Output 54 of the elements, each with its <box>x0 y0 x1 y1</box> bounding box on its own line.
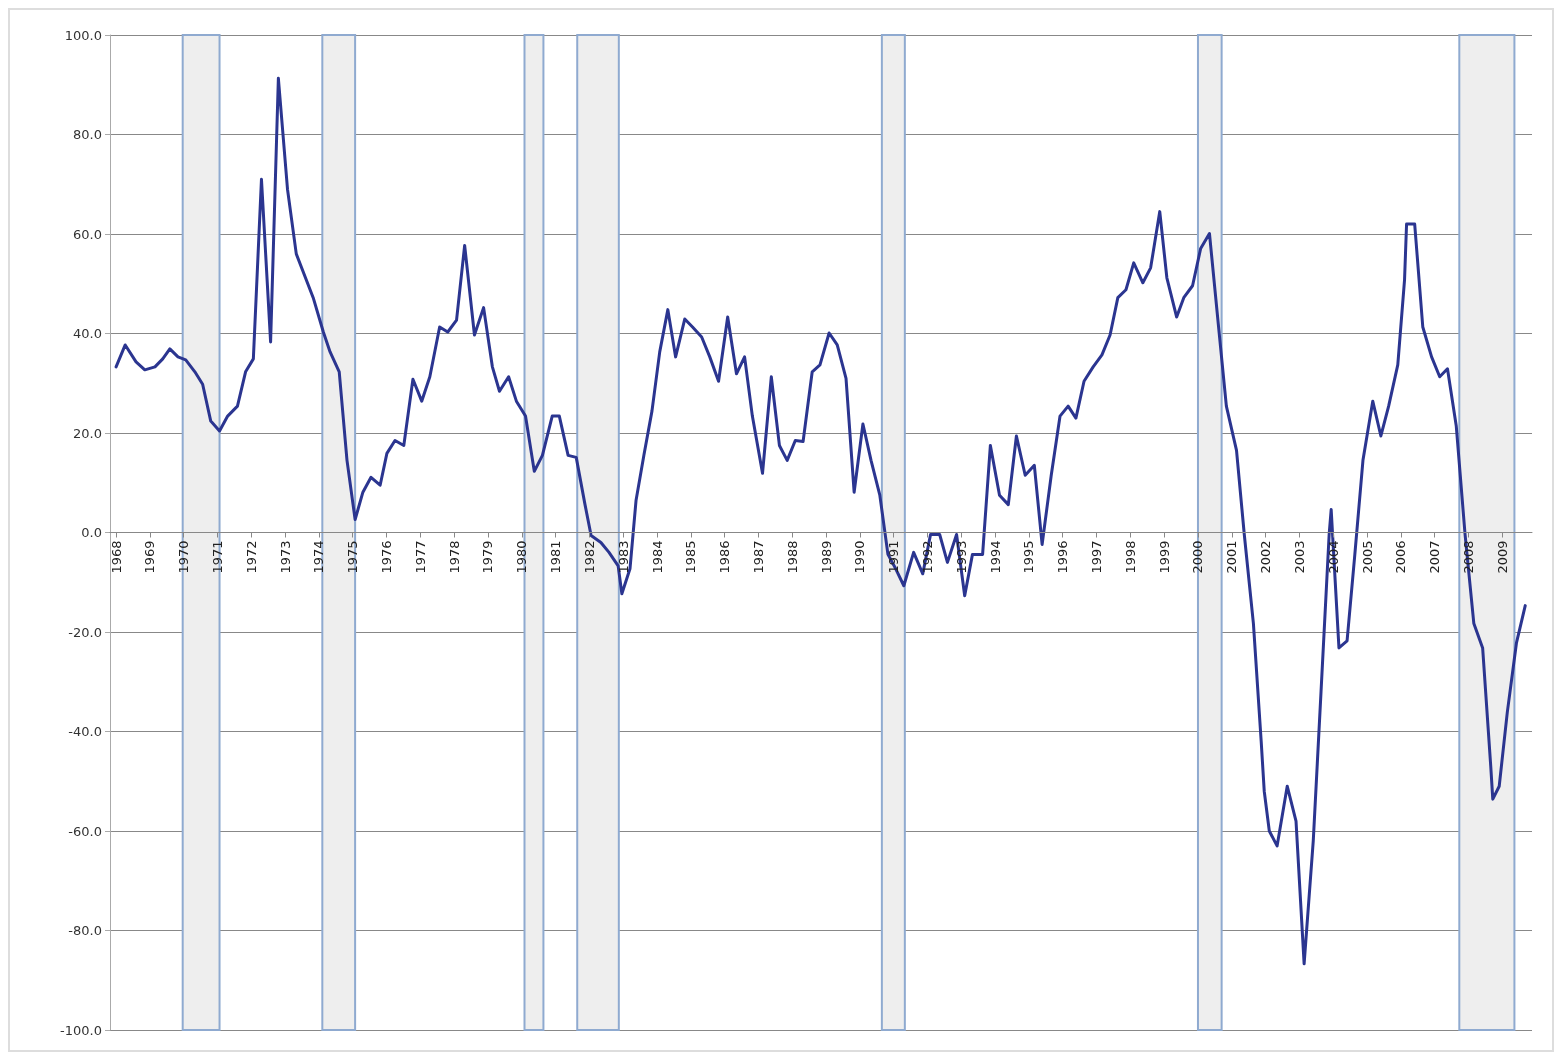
x-tick-label: 1983 <box>615 540 631 574</box>
x-tick-label: 1972 <box>243 540 259 574</box>
x-tick-label: 1994 <box>987 540 1003 574</box>
x-tick-label: 1971 <box>210 540 226 574</box>
x-tick-label: 2007 <box>1427 540 1443 574</box>
y-tick-label: 40.0 <box>73 326 102 341</box>
y-tick-label: 60.0 <box>73 226 102 242</box>
y-tick-label: -40.0 <box>68 724 102 739</box>
x-tick-label: 1989 <box>818 540 834 574</box>
x-tick-label: 1993 <box>953 540 969 574</box>
x-tick-label: 1978 <box>446 540 462 574</box>
x-tick-label: 2000 <box>1190 540 1206 574</box>
x-tick-label: 2009 <box>1494 540 1510 574</box>
x-tick-label: 1982 <box>581 540 597 574</box>
x-tick-label: 2003 <box>1291 540 1307 574</box>
x-tick-label: 1991 <box>886 540 902 574</box>
x-tick-label: 1981 <box>548 540 564 574</box>
y-tick-label: 100.0 <box>64 27 102 43</box>
y-tick-label: 20.0 <box>73 425 102 441</box>
x-tick-label: 1990 <box>852 540 868 574</box>
x-tick-label: 1976 <box>379 540 395 574</box>
x-tick-label: 1995 <box>1021 540 1037 574</box>
x-tick-label: 2005 <box>1359 540 1375 574</box>
x-tick-label: 1998 <box>1122 540 1138 574</box>
x-tick-label: 1973 <box>277 540 293 574</box>
x-tick-label: 1988 <box>784 540 800 574</box>
y-tick-label: 80.0 <box>73 127 102 142</box>
x-tick-label: 2004 <box>1325 540 1341 574</box>
x-tick-label: 2008 <box>1460 540 1476 574</box>
x-tick-label: 2002 <box>1258 540 1274 574</box>
x-tick-label: 1974 <box>311 540 327 574</box>
x-tick-label: 1977 <box>412 540 428 574</box>
x-tick-label: 1996 <box>1055 540 1071 574</box>
x-tick-label: 1979 <box>480 540 496 574</box>
x-tick-label: 1970 <box>176 540 192 574</box>
x-tick-label: 1980 <box>514 540 530 574</box>
y-tick-label: 0.0 <box>81 525 102 540</box>
x-tick-label: 1985 <box>683 540 699 574</box>
y-tick-label: -80.0 <box>68 923 102 938</box>
x-tick-label: 1992 <box>920 540 935 574</box>
y-tick-label: -100.0 <box>60 1022 102 1038</box>
x-tick-label: 2006 <box>1393 540 1409 574</box>
y-tick-label: -20.0 <box>68 624 102 640</box>
x-tick-label: 1999 <box>1156 540 1172 574</box>
x-tick-label: 2001 <box>1224 540 1240 574</box>
x-tick-label: 1987 <box>750 540 766 574</box>
x-tick-label: 1975 <box>345 540 361 574</box>
x-tick-label: 1986 <box>717 540 733 574</box>
x-tick-label: 1969 <box>142 540 158 574</box>
x-tick-label: 1984 <box>649 540 665 574</box>
line-series <box>114 76 1527 966</box>
y-tick-label: -60.0 <box>68 823 102 839</box>
x-tick-label: 1968 <box>108 540 124 574</box>
x-tick-label: 1997 <box>1089 540 1105 574</box>
